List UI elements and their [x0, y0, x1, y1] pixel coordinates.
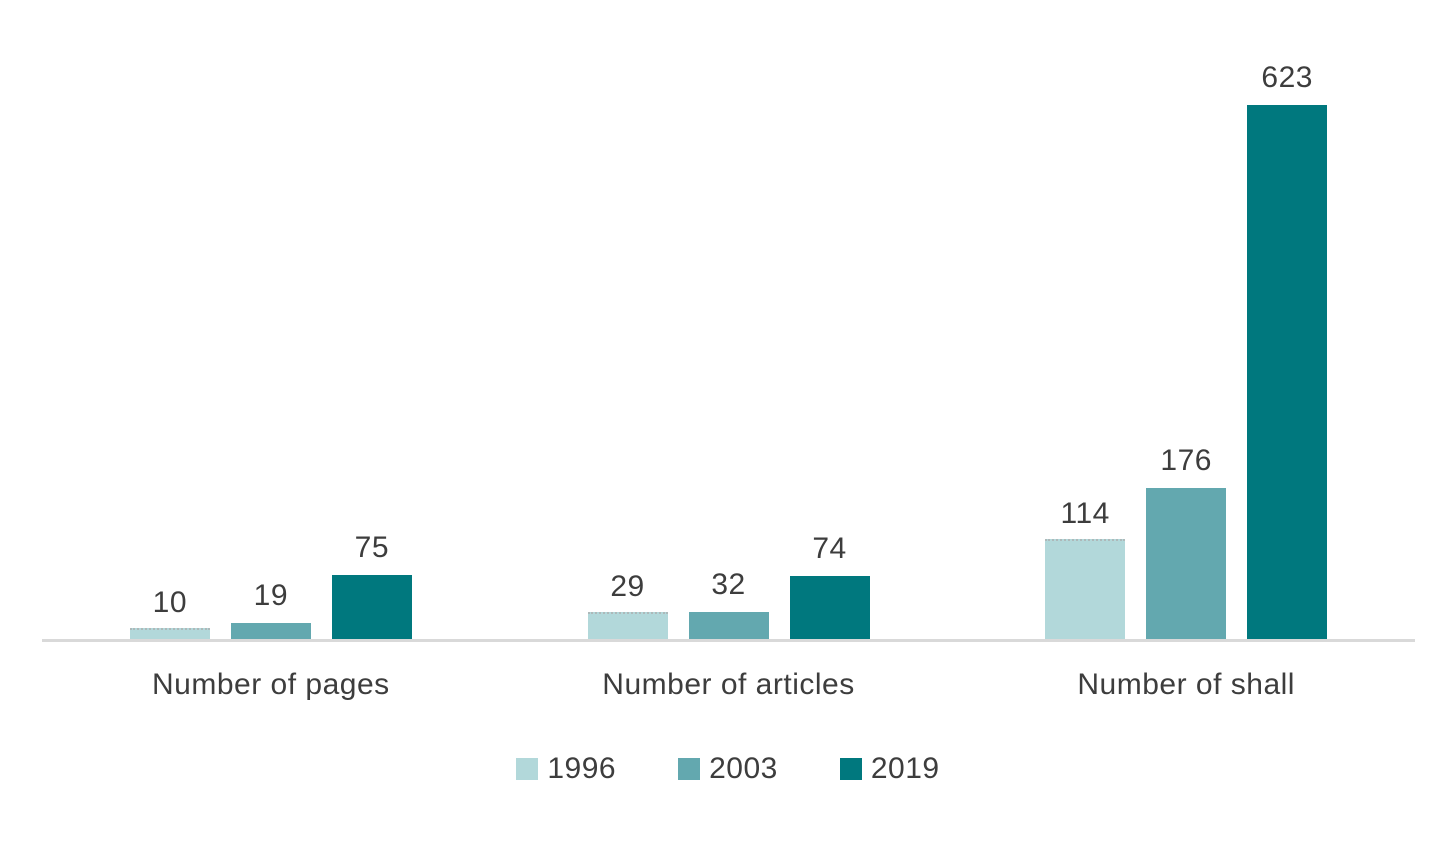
data-label: 114	[1060, 497, 1110, 530]
category-axis-labels: Number of pages Number of articles Numbe…	[42, 668, 1415, 702]
bar-2019-articles: 74	[789, 532, 870, 639]
data-label: 74	[812, 532, 847, 565]
category-label-articles: Number of articles	[602, 668, 855, 701]
data-label: 176	[1160, 444, 1212, 477]
bar-2003-shall: 176	[1146, 444, 1227, 639]
bar-2019-pages: 75	[331, 531, 412, 639]
bar-wrap: 75	[331, 531, 412, 639]
legend-item-2003: 2003	[678, 752, 778, 786]
legend-item-2019: 2019	[839, 752, 940, 786]
data-label: 29	[610, 570, 645, 603]
legend-label-2003: 2003	[709, 752, 778, 785]
bar-2003-pages: 19	[230, 579, 311, 639]
bar-wrap: 176	[1146, 444, 1227, 639]
data-label: 32	[711, 568, 746, 601]
bar-2003-articles: 32	[688, 568, 769, 639]
data-label: 19	[253, 579, 289, 612]
bar-2019-shall: 623	[1247, 61, 1328, 639]
bar-wrap: 74	[789, 532, 870, 639]
bar-wrap: 19	[230, 579, 311, 639]
legend-swatch-1996	[516, 758, 539, 780]
bar-1996-articles: 29	[587, 570, 668, 639]
bar-wrap: 114	[1045, 497, 1126, 639]
legend-swatch-2019	[839, 758, 862, 780]
data-label: 623	[1261, 61, 1313, 94]
bar-1996-pages: 10	[129, 586, 210, 639]
legend-label-1996: 1996	[547, 752, 617, 785]
bar-wrap: 32	[688, 568, 769, 639]
data-label: 10	[152, 586, 188, 619]
category-label-shall: Number of shall	[1077, 668, 1295, 701]
legend: 1996 2003 2019	[0, 752, 1456, 786]
bar-group-pages: 10 19 75	[42, 0, 500, 639]
bar-1996-shall: 114	[1045, 497, 1126, 639]
bar-wrap: 29	[587, 570, 668, 639]
bar-wrap: 10	[129, 586, 210, 639]
category-label-pages: Number of pages	[152, 668, 390, 701]
data-label: 75	[354, 531, 390, 564]
bar-wrap: 623	[1247, 61, 1328, 639]
bar-group-articles: 29 32 74	[500, 0, 958, 639]
legend-swatch-2003	[678, 758, 701, 780]
legend-label-2019: 2019	[870, 752, 940, 785]
legend-item-1996: 1996	[516, 752, 616, 786]
plot-area: 10 19 75 29 32	[42, 0, 1415, 642]
bar-group-shall: 114 176 623	[957, 0, 1415, 639]
